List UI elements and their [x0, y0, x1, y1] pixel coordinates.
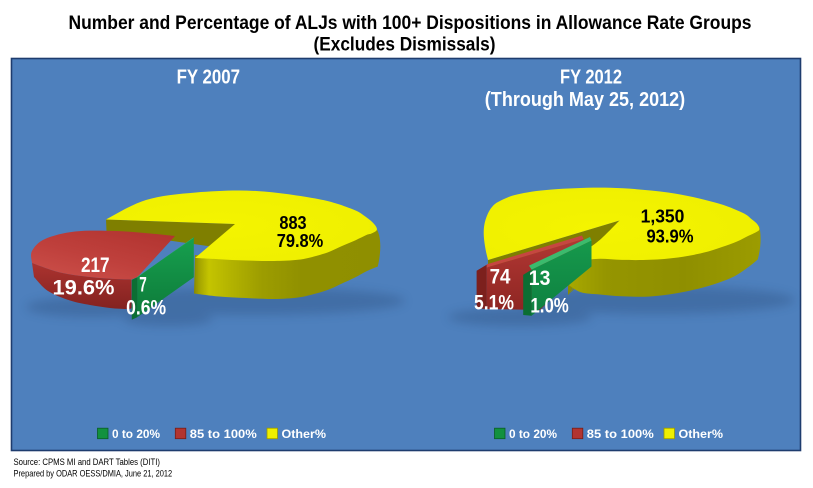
- svg-text:93.9%: 93.9%: [646, 225, 693, 246]
- svg-text:5.1%: 5.1%: [474, 291, 514, 315]
- svg-text:FY 2007: FY 2007: [177, 66, 240, 89]
- svg-text:0 to 20%: 0 to 20%: [112, 427, 160, 441]
- svg-text:13: 13: [529, 266, 551, 290]
- svg-text:1.0%: 1.0%: [530, 294, 568, 318]
- svg-text:79.8%: 79.8%: [277, 230, 324, 251]
- svg-text:74: 74: [490, 265, 511, 289]
- svg-text:Number and Percentage of ALJs: Number and Percentage of ALJs with 100+ …: [69, 12, 752, 34]
- svg-text:1,350: 1,350: [641, 206, 685, 227]
- svg-text:Source: CPMS MI and DART Table: Source: CPMS MI and DART Tables (DITI): [14, 457, 161, 467]
- svg-text:85 to 100%: 85 to 100%: [190, 427, 257, 441]
- svg-text:883: 883: [279, 212, 306, 233]
- svg-text:85 to 100%: 85 to 100%: [587, 427, 654, 441]
- svg-text:0 to 20%: 0 to 20%: [509, 427, 557, 441]
- svg-text:Other%: Other%: [679, 427, 724, 441]
- svg-text:Prepared by ODAR OESS/DMIA, Ju: Prepared by ODAR OESS/DMIA, June 21, 201…: [14, 468, 173, 478]
- svg-text:(Excludes Dismissals): (Excludes Dismissals): [314, 33, 496, 55]
- svg-text:0.6%: 0.6%: [126, 295, 166, 319]
- svg-text:FY 2012: FY 2012: [560, 66, 622, 89]
- svg-text:217: 217: [81, 253, 110, 277]
- svg-text:(Through May 25, 2012): (Through May 25, 2012): [485, 88, 685, 111]
- svg-text:19.6%: 19.6%: [53, 276, 115, 300]
- svg-text:Other%: Other%: [282, 427, 327, 441]
- svg-text:7: 7: [139, 273, 147, 297]
